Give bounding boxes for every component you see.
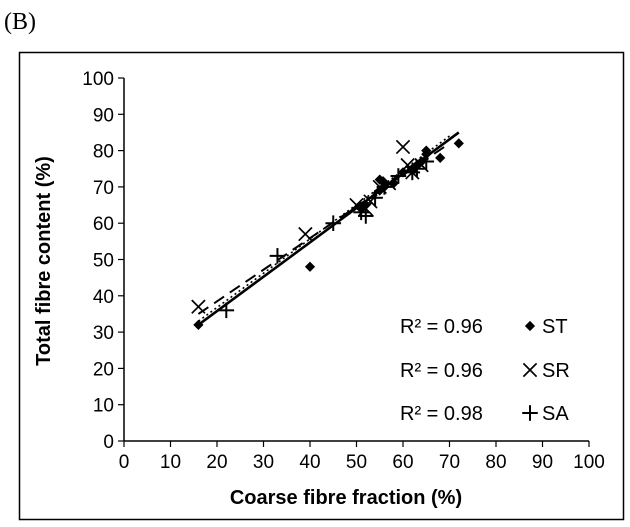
r2-label-st: R² = 0.96: [400, 316, 483, 338]
point-sr: [191, 299, 206, 314]
point-sa: [325, 215, 342, 231]
y-tick-label: 0: [103, 432, 114, 453]
point-sa: [390, 168, 407, 184]
x-tick-label: 80: [485, 452, 506, 473]
point-sa: [376, 179, 393, 195]
point-st: [193, 319, 204, 330]
y-tick-label: 40: [93, 287, 114, 308]
point-st: [397, 167, 409, 178]
r2-label-sr: R² = 0.96: [400, 360, 483, 382]
point-sr-stroke: [191, 299, 206, 314]
x-tick-label: 70: [439, 452, 460, 473]
x-axis-title: Coarse fibre fraction (%): [230, 487, 462, 509]
legend-label-st: ST: [542, 316, 568, 338]
point-sr-stroke: [400, 157, 415, 173]
x-tick-label: 20: [206, 452, 227, 473]
legend: R² = 0.96 ST R² = 0.96 SR R² = 0.98 SA: [400, 316, 570, 425]
point-st: [453, 138, 464, 149]
x-tick-label: 50: [346, 452, 367, 473]
point-sa: [409, 160, 425, 177]
y-tick-label: 70: [93, 178, 114, 199]
legend-marker-sr: [522, 362, 538, 378]
x-tick-label: 40: [299, 452, 320, 473]
point-sa: [218, 302, 235, 319]
point-sr: [298, 226, 313, 242]
trendline-sa: [197, 135, 450, 322]
axes: 0 10 20 30 40 50 60 70 80 90 100 0 10 20 30 40 50 60 70 80 9…: [82, 69, 605, 473]
point-sa: [358, 208, 374, 224]
point-st: [388, 178, 399, 189]
point-st: [435, 152, 446, 163]
legend-label-sa: SA: [542, 403, 569, 425]
x-tick-label: 10: [160, 452, 181, 473]
point-st: [421, 145, 432, 156]
legend-marker-st: [524, 320, 536, 332]
y-tick-label: 90: [93, 105, 114, 126]
point-sa: [367, 189, 383, 206]
legend-marker-sa: [522, 405, 538, 421]
point-sr: [395, 139, 411, 155]
point-sa: [418, 153, 435, 170]
point-sr-stroke: [349, 197, 364, 213]
panel-label: (B): [4, 9, 36, 35]
y-tick-label: 100: [82, 69, 114, 90]
point-st: [304, 261, 316, 272]
x-tick-label: 100: [573, 452, 605, 473]
x-tick-label: 0: [119, 452, 130, 473]
x-tick-label: 60: [392, 452, 413, 473]
y-tick-label: 60: [93, 214, 114, 235]
y-tick-label: 80: [93, 142, 114, 163]
legend-marker-sr-stroke: [522, 362, 538, 378]
point-sr-stroke: [395, 139, 411, 155]
data-points: [191, 138, 464, 330]
point-sr-stroke: [298, 226, 313, 242]
y-axis-title: Total fibre content (%): [33, 156, 55, 366]
legend-label-sr: SR: [542, 360, 570, 382]
y-tick-label: 50: [93, 251, 114, 272]
x-tick-label: 90: [532, 452, 553, 473]
y-tick-label: 20: [93, 359, 114, 380]
y-tick-label: 10: [93, 396, 114, 417]
y-tick-label: 30: [93, 323, 114, 344]
x-tick-label: 30: [253, 452, 274, 473]
point-sa: [269, 248, 286, 264]
r2-label-sa: R² = 0.98: [400, 403, 483, 425]
